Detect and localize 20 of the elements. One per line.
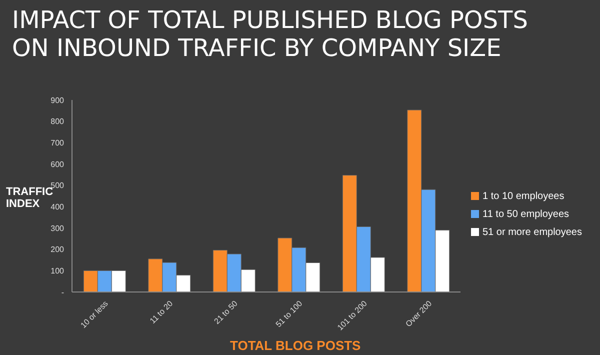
x-tick-label: 10 or less: [78, 299, 110, 330]
x-axis-title: TOTAL BLOG POSTS: [230, 338, 361, 353]
y-tick-label: 200: [50, 245, 65, 254]
x-tick-label: 21 to 50: [212, 298, 240, 326]
y-tick-label: 100: [50, 266, 65, 276]
y-tick-label: 600: [50, 160, 65, 169]
x-tick-label: 101 to 200: [336, 298, 370, 332]
y-tick-label: -: [61, 288, 64, 297]
y-tick-label: 500: [50, 181, 65, 190]
y-tick-label: 900: [50, 96, 65, 105]
y-tick-label: 800: [50, 117, 65, 126]
y-tick-label: 400: [50, 202, 65, 212]
chart-title: IMPACT OF TOTAL PUBLISHED BLOG POSTS ON INBOUND TRAFFIC BY COMPANY SIZE: [12, 6, 529, 62]
x-tick-label: 51 to 100: [274, 298, 304, 330]
legend-label: 51 or more employees: [482, 227, 582, 238]
x-tick-label: 11 to 20: [148, 298, 175, 326]
legend-label: 11 to 50 employees: [482, 209, 570, 220]
y-tick-label: 700: [50, 138, 65, 148]
y-tick-label: 300: [50, 224, 65, 233]
legend-label: 1 to 10 employees: [482, 191, 564, 202]
